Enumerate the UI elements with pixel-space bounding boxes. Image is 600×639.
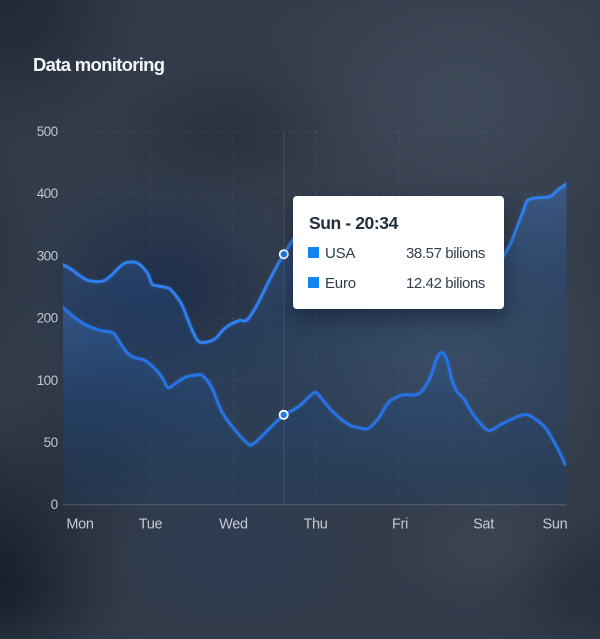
svg-text:Sat: Sat — [473, 517, 494, 533]
svg-text:100: 100 — [37, 373, 58, 388]
svg-text:Mon: Mon — [66, 517, 94, 533]
svg-text:0: 0 — [51, 497, 58, 512]
svg-text:Tue: Tue — [139, 517, 163, 533]
svg-text:Fri: Fri — [392, 517, 408, 533]
svg-text:500: 500 — [37, 124, 58, 139]
svg-text:300: 300 — [37, 248, 58, 263]
svg-text:Wed: Wed — [219, 517, 248, 533]
svg-text:400: 400 — [37, 186, 58, 201]
svg-text:Thu: Thu — [303, 517, 327, 533]
svg-text:200: 200 — [37, 311, 58, 326]
svg-text:50: 50 — [44, 435, 58, 450]
svg-text:Sun: Sun — [543, 517, 568, 533]
